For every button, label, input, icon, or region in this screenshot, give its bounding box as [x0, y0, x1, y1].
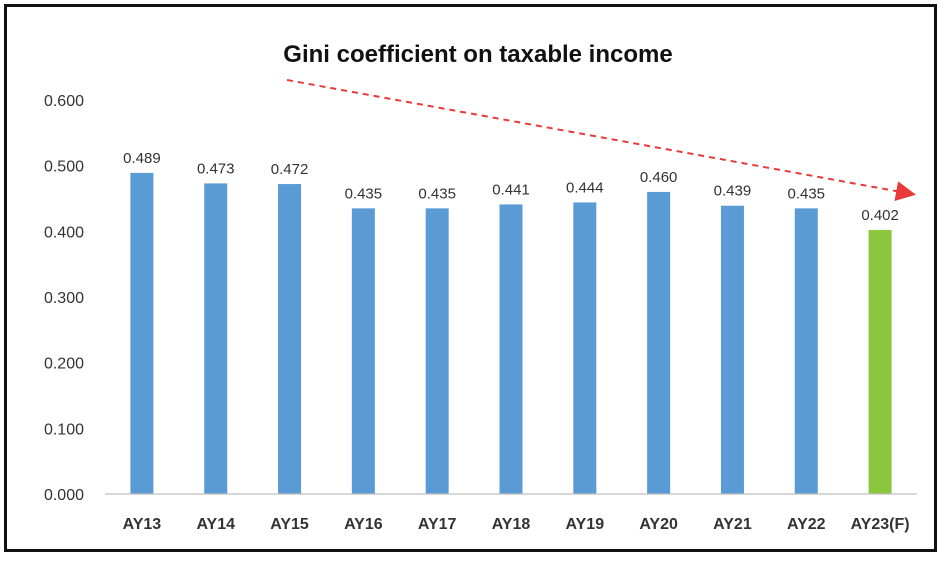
x-tick-label: AY22 — [787, 516, 826, 533]
data-label: 0.460 — [640, 169, 678, 186]
bar-ay21 — [720, 205, 744, 494]
y-tick-label: 0.300 — [44, 290, 84, 307]
bar-ay23f — [868, 230, 892, 494]
bar-ay16 — [351, 208, 375, 494]
y-tick-label: 0.200 — [44, 356, 84, 373]
x-tick-label: AY17 — [418, 516, 457, 533]
x-axis: AY13 AY14 AY15 AY16 AY17 AY18 AY19 AY20 AY21 AY22… — [105, 493, 917, 533]
data-label: 0.435 — [345, 185, 383, 202]
x-tick-label: AY14 — [196, 516, 235, 533]
x-tick-label: AY15 — [270, 516, 309, 533]
data-label: 0.473 — [197, 160, 235, 177]
trend-arrow — [286, 79, 916, 201]
bar-ay20 — [647, 191, 671, 494]
data-label: 0.435 — [787, 185, 825, 202]
bar-ay18 — [499, 204, 523, 494]
y-tick-label: 0.500 — [44, 159, 84, 176]
x-tick-label: AY20 — [639, 516, 678, 533]
x-tick-label: AY19 — [566, 516, 605, 533]
data-label: 0.444 — [566, 179, 604, 196]
data-label: 0.472 — [271, 161, 309, 178]
y-tick-label: 0.400 — [44, 224, 84, 241]
y-axis: 0.000 0.100 0.200 0.300 0.400 0.500 0.600 — [44, 93, 84, 504]
bar-ay22 — [794, 208, 818, 494]
data-label: 0.441 — [492, 181, 530, 198]
bar-ay17 — [425, 208, 449, 494]
data-label: 0.439 — [714, 183, 752, 200]
x-tick-label: AY18 — [492, 516, 531, 533]
data-label: 0.489 — [123, 150, 161, 167]
bar-ay14 — [204, 183, 228, 494]
bar-ay15 — [278, 184, 302, 494]
x-tick-label: AY13 — [123, 516, 162, 533]
data-label: 0.435 — [418, 185, 456, 202]
y-tick-label: 0.000 — [44, 487, 84, 504]
y-tick-label: 0.100 — [44, 421, 84, 438]
chart-frame — [4, 4, 937, 552]
data-label: 0.402 — [861, 207, 899, 224]
y-tick-label: 0.600 — [44, 93, 84, 110]
x-tick-label: AY21 — [713, 516, 752, 533]
x-tick-label: AY16 — [344, 516, 383, 533]
x-tick-label: AY23(F) — [851, 516, 910, 533]
bar-ay13 — [130, 172, 154, 494]
bars-group — [130, 172, 892, 494]
chart-title: Gini coefficient on taxable income — [283, 41, 672, 68]
bar-ay19 — [573, 202, 597, 494]
data-labels-group: 0.489 0.473 0.472 0.435 0.435 0.441 0.444 0.460… — [123, 150, 899, 224]
